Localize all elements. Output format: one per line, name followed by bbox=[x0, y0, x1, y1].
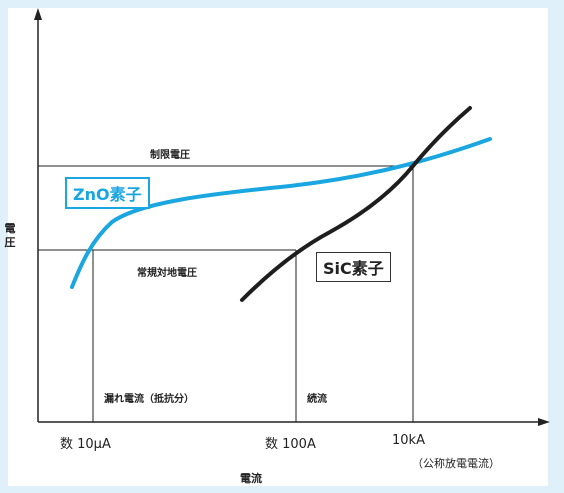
x-tick-label-100a: 数 100A bbox=[265, 437, 316, 452]
plot-area bbox=[8, 8, 548, 486]
x-tick-label-10ka: 10kA bbox=[392, 433, 425, 448]
x-axis-arrow bbox=[538, 418, 550, 426]
x-tick-label-10ua: 数 10μA bbox=[60, 437, 111, 452]
zno-legend-box: ZnO素子 bbox=[65, 177, 150, 209]
y-axis-arrow bbox=[34, 8, 42, 20]
zno-curve bbox=[70, 137, 492, 289]
follow-current-label: 続流 bbox=[307, 394, 327, 405]
sic-curve bbox=[240, 106, 472, 302]
x-tick-sublabel: （公称放電電流） bbox=[412, 457, 500, 470]
leakage-current-label: 漏れ電流（抵抗分） bbox=[104, 394, 194, 405]
sic-legend-box: SiC素子 bbox=[316, 252, 391, 282]
ground-voltage-label: 常規対地電圧 bbox=[137, 268, 197, 279]
x-axis-label: 電流 bbox=[240, 472, 262, 485]
clamp-voltage-label: 制限電圧 bbox=[150, 150, 190, 161]
y-axis-label: 電圧 bbox=[4, 222, 16, 249]
